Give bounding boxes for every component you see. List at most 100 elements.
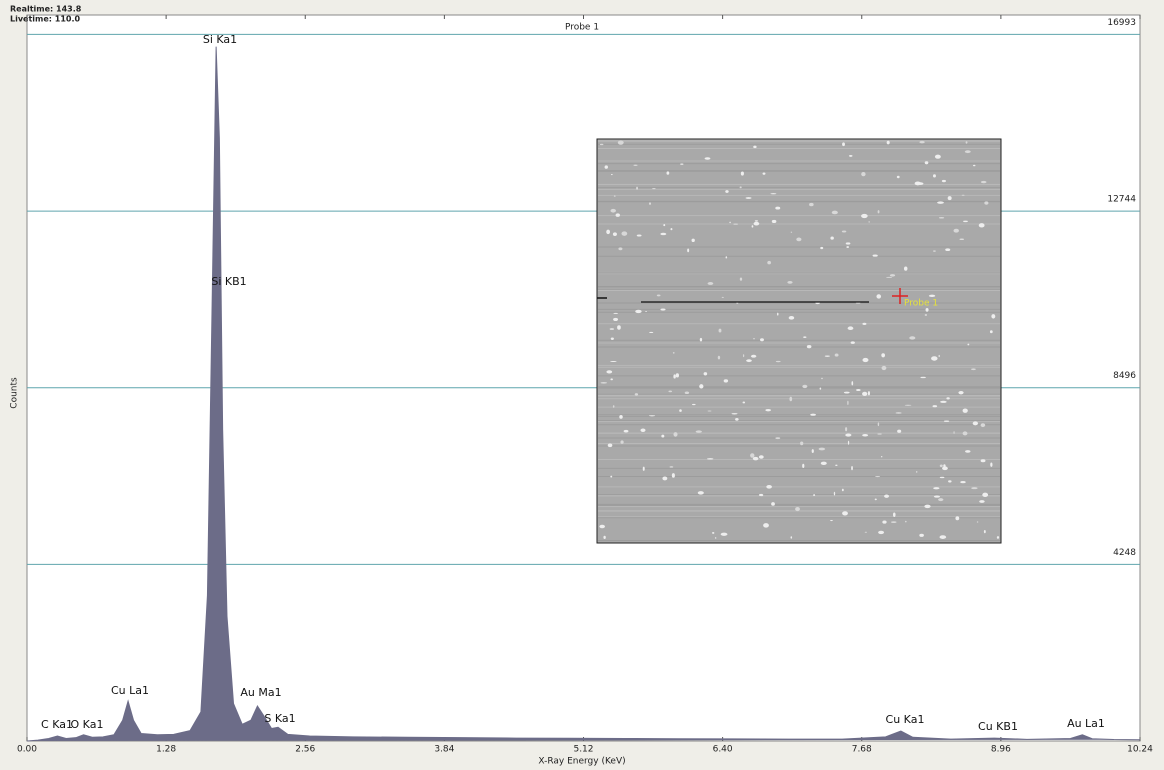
speck <box>967 344 969 346</box>
speck <box>606 370 612 373</box>
speck <box>960 481 965 483</box>
speck <box>973 421 978 425</box>
speck <box>830 236 833 239</box>
speck <box>905 405 912 406</box>
speck <box>613 318 618 321</box>
probe-label: Probe 1 <box>904 299 938 309</box>
speck <box>876 294 881 298</box>
speck <box>891 521 897 523</box>
speck <box>791 232 793 233</box>
speck <box>608 443 613 447</box>
speck <box>700 338 702 342</box>
speck <box>862 434 868 436</box>
speck <box>905 521 907 523</box>
speck <box>715 537 716 538</box>
speck <box>948 480 951 482</box>
speck <box>924 505 930 508</box>
speck <box>920 377 925 378</box>
speck <box>802 464 804 468</box>
speck <box>753 146 756 149</box>
speck <box>610 361 616 362</box>
speck <box>887 141 890 145</box>
speck <box>746 359 752 362</box>
speck <box>946 397 949 399</box>
speck <box>662 476 667 480</box>
speck <box>897 176 900 178</box>
speck <box>881 353 885 357</box>
speck <box>752 225 754 228</box>
speck <box>916 471 917 473</box>
speck <box>699 384 703 388</box>
inset-image: Probe 1 <box>597 139 1001 543</box>
speck <box>755 220 758 221</box>
speck <box>667 171 670 174</box>
speck <box>984 530 986 533</box>
speck <box>953 431 954 434</box>
peak-label: O Ka1 <box>71 718 104 731</box>
speck <box>661 435 664 438</box>
x-tick-label: 6.40 <box>713 745 733 755</box>
speck <box>616 213 620 217</box>
peak-label: S Ka1 <box>264 712 295 725</box>
speck <box>963 221 968 222</box>
speck <box>809 203 814 206</box>
speck <box>896 412 902 414</box>
speck <box>868 391 870 395</box>
speck <box>719 329 722 333</box>
speck <box>812 449 814 453</box>
x-tick-label: 2.56 <box>295 745 315 755</box>
speck <box>603 536 605 539</box>
speck <box>637 235 642 237</box>
speck <box>708 410 712 411</box>
speck <box>606 230 610 235</box>
speck <box>842 231 846 233</box>
speck <box>759 494 763 496</box>
speck <box>725 190 728 193</box>
speck <box>624 430 629 433</box>
speck <box>830 520 833 521</box>
speck <box>599 525 605 529</box>
speck <box>979 500 985 503</box>
speck <box>649 415 655 416</box>
speck <box>803 336 806 338</box>
speck <box>925 161 929 164</box>
speck <box>959 239 964 240</box>
peak-label: C Ka1 <box>41 718 73 731</box>
speck <box>842 142 845 146</box>
speck <box>865 532 867 533</box>
speck <box>775 437 780 439</box>
speck <box>934 496 940 498</box>
speck <box>877 433 882 434</box>
peak-label: Cu KB1 <box>978 720 1018 733</box>
speck <box>724 379 728 382</box>
speck <box>979 223 985 227</box>
speck <box>848 441 849 445</box>
speck <box>704 372 708 375</box>
speck <box>776 361 781 362</box>
speck <box>813 494 815 496</box>
speck <box>707 458 714 459</box>
speck <box>767 261 771 265</box>
speck <box>962 195 965 196</box>
speck <box>613 313 618 314</box>
speck <box>890 274 895 277</box>
speck <box>834 492 835 496</box>
speck <box>673 432 677 437</box>
speck <box>760 338 764 341</box>
x-tick-label: 1.28 <box>156 745 176 755</box>
speck <box>611 338 614 340</box>
speck <box>904 267 907 271</box>
speck <box>763 172 766 174</box>
speck <box>940 401 947 403</box>
speck <box>643 467 645 471</box>
speck <box>771 502 775 506</box>
speck <box>619 415 622 419</box>
speck <box>940 464 943 467</box>
speck <box>796 238 801 242</box>
speck <box>832 211 838 215</box>
speck <box>696 430 702 432</box>
speck <box>633 165 637 166</box>
speck <box>884 494 889 497</box>
peak-label: Si KB1 <box>211 275 246 288</box>
speck <box>821 462 827 465</box>
